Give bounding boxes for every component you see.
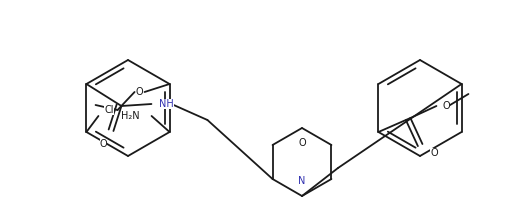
Text: NH: NH bbox=[159, 99, 174, 109]
Text: O: O bbox=[136, 87, 144, 97]
Text: O: O bbox=[443, 101, 450, 111]
Text: O: O bbox=[430, 148, 438, 158]
Text: O: O bbox=[100, 139, 107, 149]
Text: N: N bbox=[298, 176, 306, 186]
Text: H₂N: H₂N bbox=[121, 111, 140, 121]
Text: Cl: Cl bbox=[104, 105, 114, 115]
Text: O: O bbox=[298, 138, 306, 148]
